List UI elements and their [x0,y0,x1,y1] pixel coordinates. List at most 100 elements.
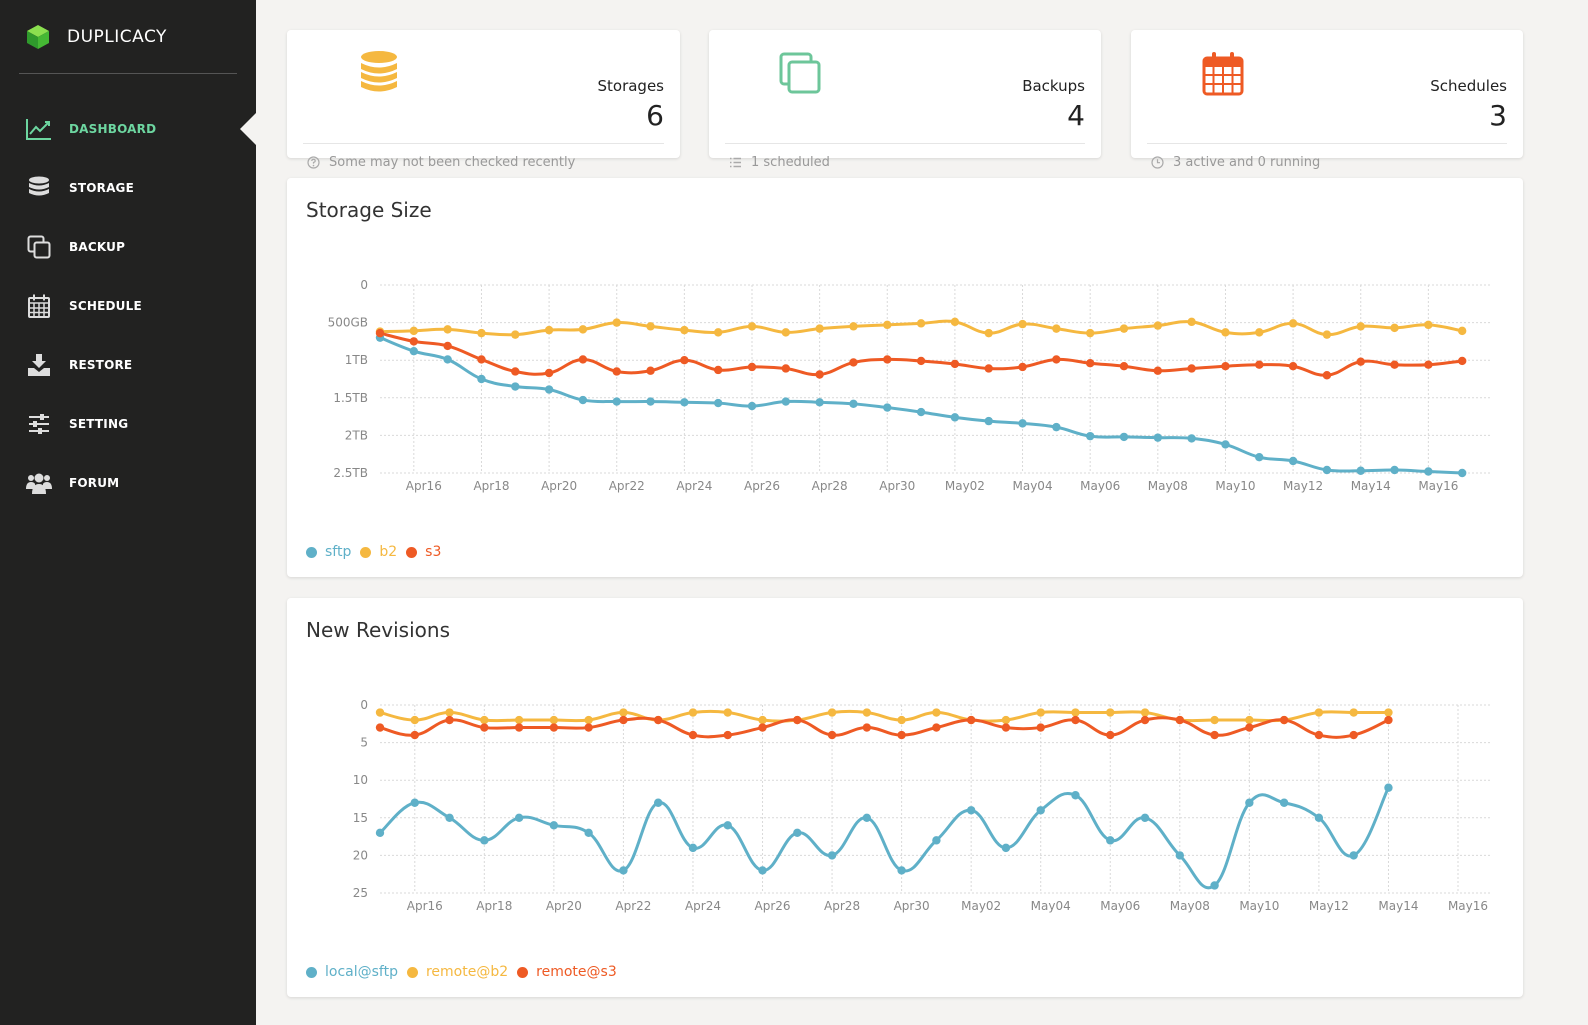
data-point[interactable] [410,798,419,807]
data-point[interactable] [984,328,993,338]
data-point[interactable] [549,723,559,732]
data-point[interactable] [477,374,486,384]
data-point[interactable] [1210,715,1219,725]
data-point[interactable] [680,325,689,335]
data-point[interactable] [1279,715,1289,725]
data-point[interactable] [578,355,588,364]
data-point[interactable] [1153,321,1163,330]
data-point[interactable] [1255,453,1264,462]
data-point[interactable] [793,828,802,838]
data-point[interactable] [1314,813,1324,822]
data-point[interactable] [849,358,858,367]
data-point[interactable] [410,730,419,740]
data-point[interactable] [1390,360,1399,369]
data-point[interactable] [445,813,454,822]
data-point[interactable] [916,319,926,328]
data-point[interactable] [1085,328,1095,338]
data-point[interactable] [1175,715,1185,725]
data-point[interactable] [1036,708,1045,717]
data-point[interactable] [747,322,757,331]
data-point[interactable] [862,723,872,732]
data-point[interactable] [445,715,454,725]
data-point[interactable] [511,382,520,391]
data-point[interactable] [544,325,554,335]
data-point[interactable] [1071,715,1080,725]
data-point[interactable] [1210,881,1219,890]
data-point[interactable] [1288,362,1298,371]
data-point[interactable] [1457,468,1467,478]
data-point[interactable] [862,813,872,822]
data-point[interactable] [688,708,698,717]
data-point[interactable] [1085,359,1095,368]
data-point[interactable] [1187,364,1196,373]
data-point[interactable] [688,730,698,740]
data-point[interactable] [984,364,993,373]
data-point[interactable] [1356,466,1365,475]
data-point[interactable] [477,328,486,338]
data-point[interactable] [410,715,419,725]
data-point[interactable] [443,355,452,364]
data-point[interactable] [1424,320,1433,330]
data-point[interactable] [612,397,621,406]
data-point[interactable] [584,715,593,725]
data-point[interactable] [793,715,802,725]
data-point[interactable] [1322,330,1332,339]
data-point[interactable] [849,399,858,409]
data-point[interactable] [1153,366,1163,375]
data-point[interactable] [1322,371,1332,380]
data-point[interactable] [480,715,489,725]
data-point[interactable] [1288,319,1298,328]
data-point[interactable] [1187,434,1196,443]
nav-item-storage[interactable]: STORAGE [0,158,256,217]
data-point[interactable] [1018,362,1027,372]
data-point[interactable] [781,328,791,337]
data-point[interactable] [747,362,757,372]
data-point[interactable] [653,715,663,725]
nav-item-schedule[interactable]: SCHEDULE [0,276,256,335]
data-point[interactable] [950,317,960,327]
data-point[interactable] [1106,836,1115,845]
data-point[interactable] [480,836,489,845]
data-point[interactable] [549,715,559,725]
data-point[interactable] [1245,723,1254,732]
data-point[interactable] [409,326,419,336]
data-point[interactable] [511,330,520,339]
data-point[interactable] [883,403,892,412]
storages-card[interactable]: Storages 6 Some may not been checked rec… [287,30,680,170]
data-point[interactable] [646,322,655,331]
data-point[interactable] [514,723,524,732]
data-point[interactable] [758,866,767,875]
data-point[interactable] [1175,851,1185,860]
legend-item[interactable]: remote@s3 [517,964,617,980]
data-point[interactable] [897,715,906,725]
data-point[interactable] [1001,843,1011,853]
data-point[interactable] [1052,355,1061,364]
data-point[interactable] [1187,317,1196,327]
nav-item-restore[interactable]: RESTORE [0,335,256,394]
data-point[interactable] [1424,467,1433,476]
nav-item-dashboard[interactable]: DASHBOARD [0,99,256,158]
data-point[interactable] [1349,708,1358,717]
data-point[interactable] [1210,730,1219,740]
data-point[interactable] [1036,806,1045,815]
data-point[interactable] [713,398,723,408]
data-point[interactable] [1384,708,1393,717]
data-point[interactable] [443,325,452,334]
data-point[interactable] [1085,431,1095,441]
data-point[interactable] [815,324,824,333]
data-point[interactable] [723,821,732,830]
data-point[interactable] [544,368,554,378]
data-point[interactable] [1314,708,1324,717]
data-point[interactable] [1001,723,1011,732]
data-point[interactable] [1288,456,1298,466]
data-point[interactable] [1245,798,1254,807]
data-point[interactable] [723,708,732,717]
data-point[interactable] [1384,715,1393,725]
data-point[interactable] [966,715,976,725]
data-point[interactable] [1279,798,1289,807]
data-point[interactable] [1349,730,1358,740]
data-point[interactable] [916,407,926,417]
data-point[interactable] [619,866,628,875]
data-point[interactable] [619,715,628,725]
data-point[interactable] [897,866,906,875]
